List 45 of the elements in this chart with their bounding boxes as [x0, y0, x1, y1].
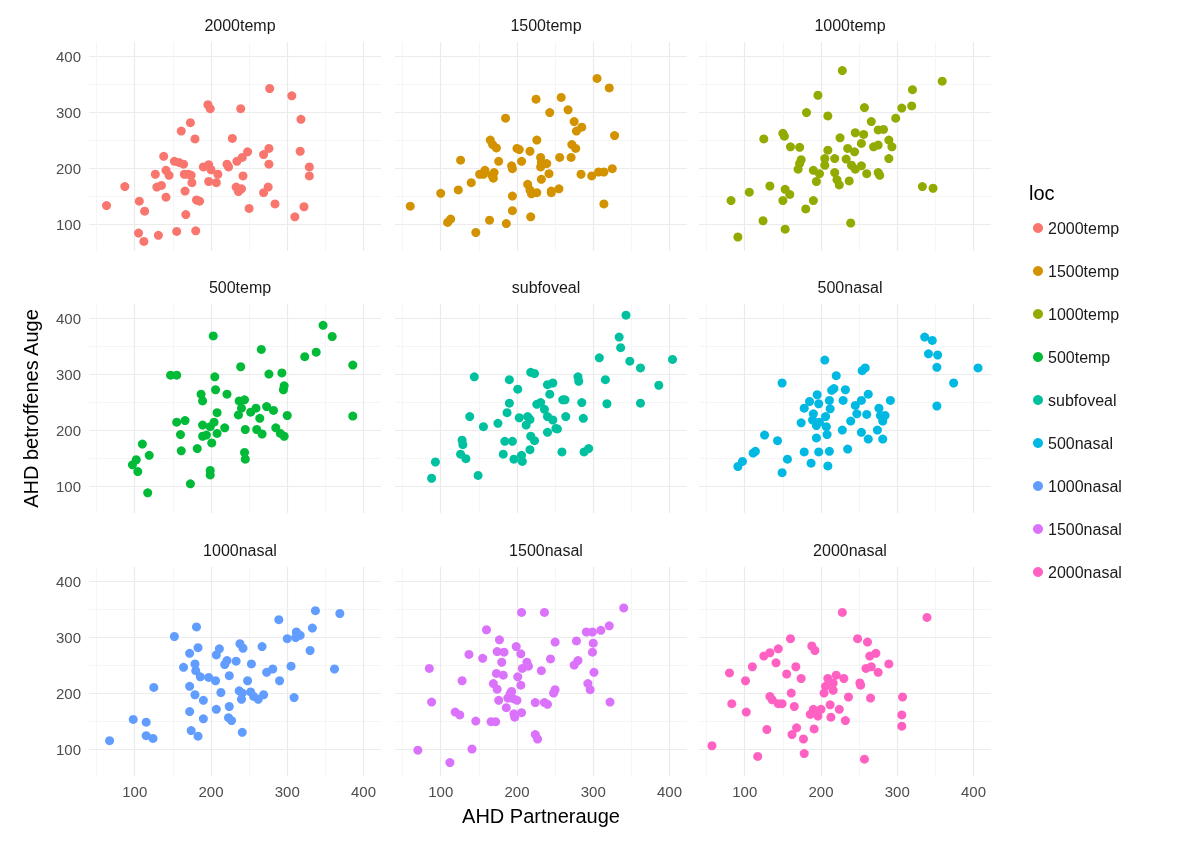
x-tick-label: 100 — [732, 783, 758, 800]
chart-title: subfoveal — [511, 278, 581, 296]
x-tick-label: 100 — [428, 783, 454, 800]
legend-label: 500nasal — [1048, 434, 1113, 452]
x-tick-label: 300 — [580, 783, 606, 800]
x-axis-title: AHD Partnerauge — [462, 805, 620, 827]
y-tick-label: 100 — [55, 215, 81, 233]
y-tick-label: 400 — [55, 47, 81, 65]
x-tick-label: 400 — [350, 783, 376, 800]
y-tick-label: 300 — [55, 365, 81, 383]
x-tick-label: 400 — [656, 783, 682, 800]
chart-title: 500nasal — [817, 278, 883, 296]
y-tick-label: 100 — [55, 477, 81, 495]
legend-label: 1000nasal — [1048, 477, 1122, 495]
x-tick-label: 200 — [504, 783, 530, 800]
legend-label: 1000temp — [1048, 305, 1120, 323]
x-tick-label: 300 — [884, 783, 910, 800]
x-tick-label: 300 — [274, 783, 300, 800]
chart-title: 1000nasal — [203, 541, 277, 559]
y-tick-label: 200 — [55, 421, 81, 439]
y-tick-label: 100 — [55, 740, 81, 758]
legend-label: 500temp — [1048, 348, 1111, 366]
y-tick-label: 200 — [55, 159, 81, 177]
legend-label: 2000nasal — [1048, 563, 1122, 581]
x-tick-label: 400 — [960, 783, 986, 800]
chart-title: 1500nasal — [509, 541, 583, 559]
legend-label: 1500temp — [1048, 262, 1120, 280]
x-tick-label: 200 — [198, 783, 224, 800]
chart-title: 1000temp — [814, 16, 886, 34]
y-tick-label: 300 — [55, 103, 81, 121]
chart-title: 2000temp — [204, 16, 276, 34]
y-tick-label: 400 — [55, 572, 81, 590]
legend-label: subfoveal — [1048, 391, 1117, 409]
legend-label: 2000temp — [1048, 219, 1120, 237]
legend-label: 1500nasal — [1048, 520, 1122, 538]
x-tick-label: 200 — [808, 783, 834, 800]
y-tick-label: 400 — [55, 309, 81, 327]
chart-title: 2000nasal — [813, 541, 887, 559]
legend-title: loc — [1029, 182, 1055, 204]
chart-title: 500temp — [208, 278, 272, 296]
chart-title: 1500temp — [510, 16, 582, 34]
x-tick-label: 100 — [122, 783, 148, 800]
y-tick-label: 300 — [55, 628, 81, 646]
y-axis-title: AHD betroffenes Auge — [20, 309, 42, 508]
y-tick-label: 200 — [55, 684, 81, 702]
